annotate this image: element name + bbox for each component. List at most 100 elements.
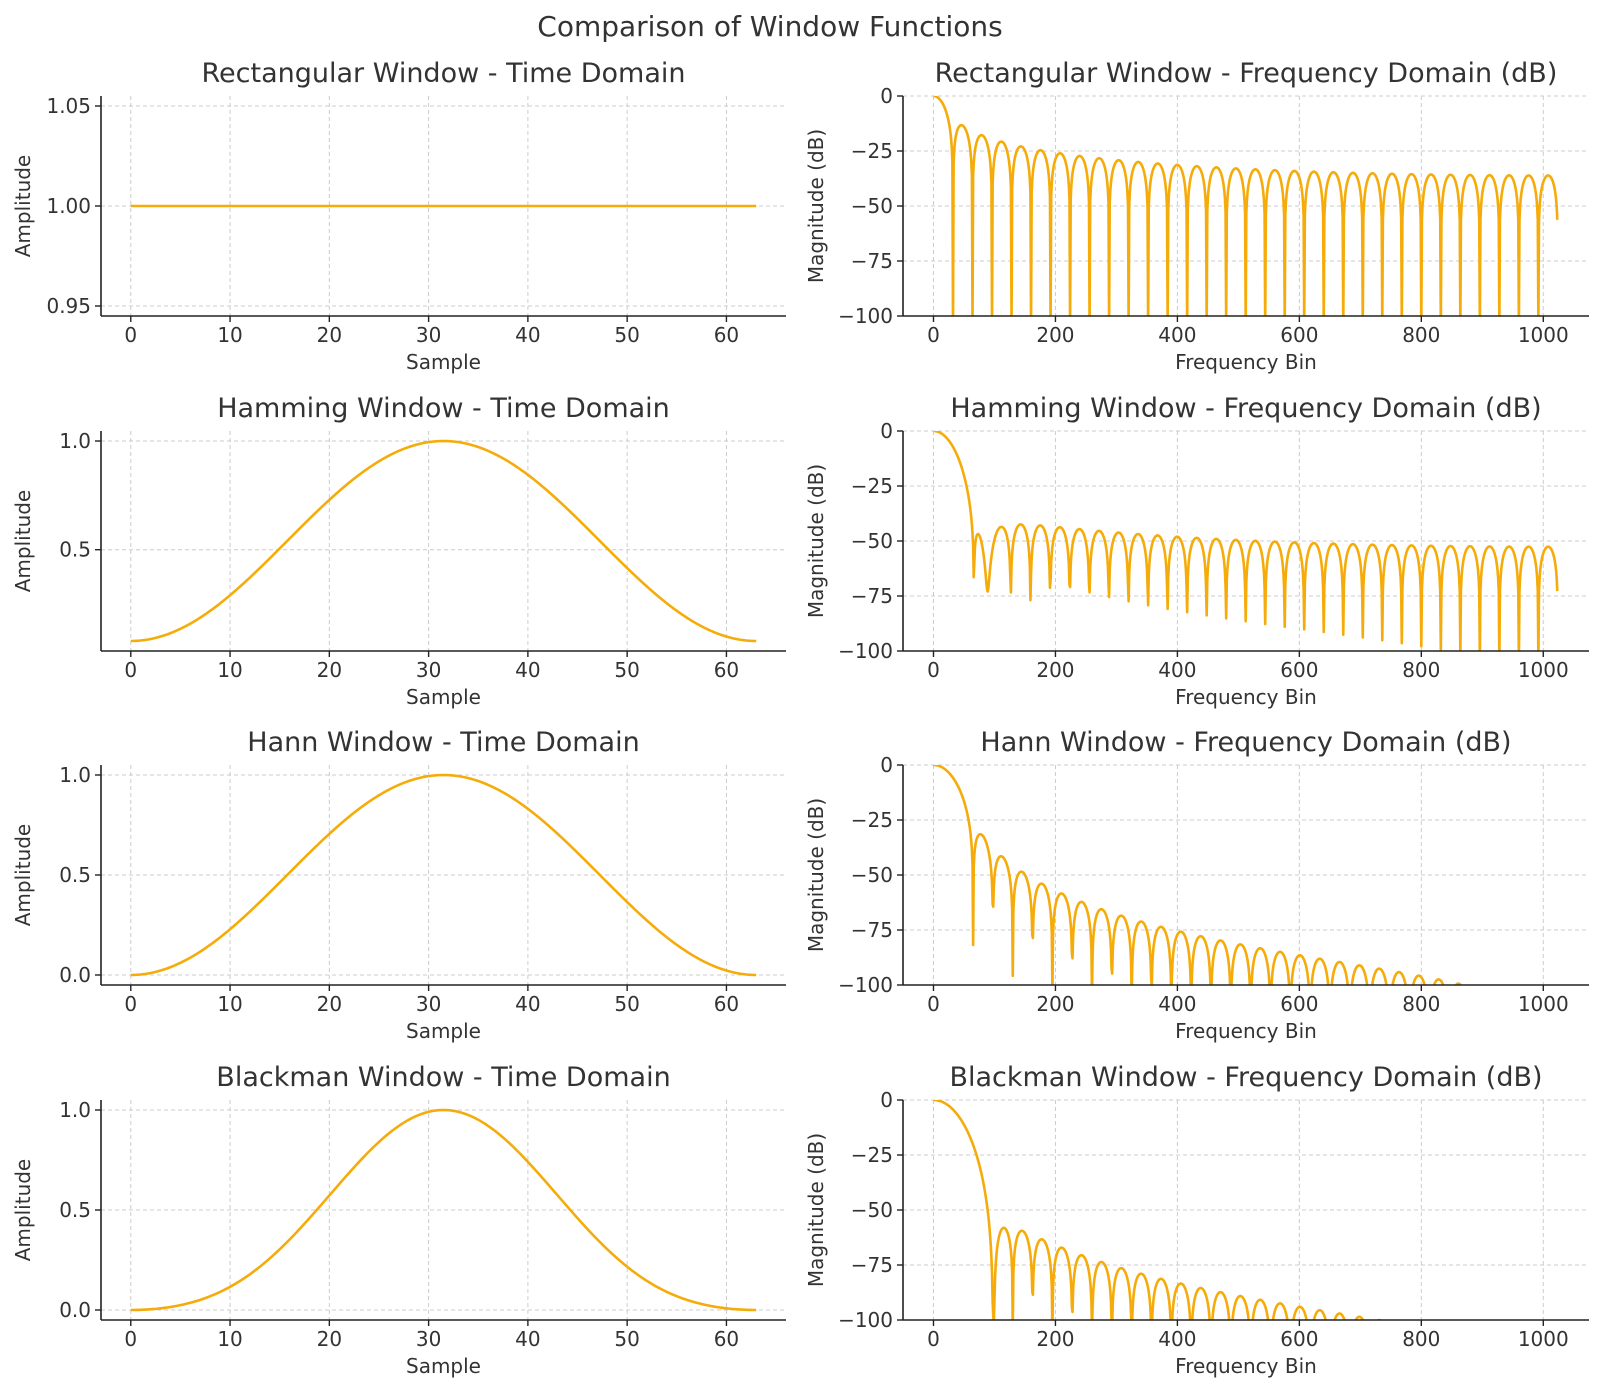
y-tick-label: −50: [851, 194, 893, 218]
x-tick-label: 600: [1280, 323, 1318, 347]
x-tick-label: 50: [614, 992, 639, 1016]
hamming-freq-series-line: [932, 431, 1559, 651]
x-tick-label: 30: [416, 992, 441, 1016]
x-tick-label: 0: [927, 992, 940, 1016]
x-tick-label: 20: [317, 992, 342, 1016]
hamming-time-ylabel: Amplitude: [11, 490, 35, 593]
x-tick-label: 10: [217, 658, 242, 682]
blackman-time-ylabel: Amplitude: [11, 1159, 35, 1262]
y-tick-label: −25: [851, 474, 893, 498]
x-tick-label: 60: [714, 992, 739, 1016]
hann-freq-chart: 0 200 400 600 800 1000 0 −25 −50 −75 −100 Hann Wind…: [804, 727, 1589, 1043]
x-tick-label: 800: [1402, 658, 1440, 682]
y-tick-label: 1.0: [59, 763, 91, 787]
x-tick-label: 0: [124, 658, 137, 682]
x-tick-label: 40: [515, 992, 540, 1016]
x-tick-label: 0: [927, 323, 940, 347]
y-tick-label: 0.95: [46, 294, 91, 318]
hann-time-chart: 0 10 20 30 40 50 60 0.0 0.5 1.0 Hann Window - Time…: [11, 727, 786, 1043]
y-tick-label: 1.00: [46, 194, 91, 218]
y-tick-label: 0.0: [59, 963, 91, 987]
y-tick-label: −50: [851, 1198, 893, 1222]
x-tick-label: 50: [614, 658, 639, 682]
x-tick-label: 0: [927, 1327, 940, 1351]
x-tick-label: 40: [515, 658, 540, 682]
y-tick-label: 0.5: [59, 538, 91, 562]
hamming-time-title: Hamming Window - Time Domain: [217, 393, 670, 424]
y-tick-label: 0.0: [59, 1298, 91, 1322]
hamming-time-xlabel: Sample: [406, 685, 481, 709]
y-tick-label: 1.0: [59, 1098, 91, 1122]
x-tick-label: 400: [1158, 323, 1196, 347]
figure-title: Comparison of Window Functions: [537, 10, 1002, 43]
x-tick-label: 200: [1036, 1327, 1074, 1351]
hamming-freq-xlabel: Frequency Bin: [1175, 685, 1317, 709]
x-tick-label: 10: [217, 323, 242, 347]
y-tick-label: −100: [838, 304, 893, 328]
x-tick-label: 400: [1158, 992, 1196, 1016]
y-tick-label: −100: [838, 973, 893, 997]
x-tick-label: 200: [1036, 992, 1074, 1016]
y-tick-label: −50: [851, 863, 893, 887]
x-tick-label: 400: [1158, 658, 1196, 682]
x-tick-label: 60: [714, 658, 739, 682]
y-tick-label: −100: [838, 1308, 893, 1332]
x-tick-label: 40: [515, 1327, 540, 1351]
rect-freq-chart: 0 200 400 600 800 1000 0 −25 −50 −75 −100 Rectangul…: [804, 58, 1589, 374]
hann-time-xlabel: Sample: [406, 1019, 481, 1043]
blackman-freq-ylabel: Magnitude (dB): [804, 1133, 828, 1287]
x-tick-label: 10: [217, 1327, 242, 1351]
x-tick-label: 20: [317, 658, 342, 682]
x-tick-label: 600: [1280, 992, 1318, 1016]
x-tick-label: 800: [1402, 1327, 1440, 1351]
hamming-freq-title: Hamming Window - Frequency Domain (dB): [950, 393, 1541, 424]
blackman-time-xlabel: Sample: [406, 1354, 481, 1378]
x-tick-label: 0: [124, 992, 137, 1016]
y-tick-label: −25: [851, 1143, 893, 1167]
hann-freq-title: Hann Window - Frequency Domain (dB): [980, 727, 1511, 758]
blackman-time-title: Blackman Window - Time Domain: [216, 1062, 670, 1093]
x-tick-label: 40: [515, 323, 540, 347]
x-tick-label: 50: [614, 1327, 639, 1351]
hann-time-series-line: [130, 773, 757, 977]
x-tick-label: 0: [124, 323, 137, 347]
y-tick-label: 0.5: [59, 1198, 91, 1222]
x-tick-label: 1000: [1518, 323, 1569, 347]
hann-time-ylabel: Amplitude: [11, 824, 35, 927]
x-tick-label: 200: [1036, 323, 1074, 347]
hamming-freq-chart: 0 200 400 600 800 1000 0 −25 −50 −75 −100 Hamming W…: [804, 393, 1589, 709]
rect-time-xlabel: Sample: [406, 350, 481, 374]
hann-freq-ylabel: Magnitude (dB): [804, 798, 828, 952]
blackman-freq-chart: 0 200 400 600 800 1000 0 −25 −50 −75 −100 Blackman …: [804, 1062, 1589, 1378]
y-tick-label: 1.05: [46, 94, 91, 118]
blackman-time-chart: 0 10 20 30 40 50 60 0.0 0.5 1.0 Blackman Window - …: [11, 1062, 786, 1378]
x-tick-label: 600: [1280, 1327, 1318, 1351]
y-tick-label: −75: [851, 249, 893, 273]
x-tick-label: 600: [1280, 658, 1318, 682]
x-tick-label: 10: [217, 992, 242, 1016]
x-tick-label: 20: [317, 1327, 342, 1351]
hann-freq-xlabel: Frequency Bin: [1175, 1019, 1317, 1043]
blackman-time-series-line: [130, 1108, 757, 1312]
x-tick-label: 30: [416, 658, 441, 682]
hamming-freq-ylabel: Magnitude (dB): [804, 464, 828, 618]
y-tick-label: −25: [851, 139, 893, 163]
y-tick-label: −50: [851, 529, 893, 553]
x-tick-label: 30: [416, 323, 441, 347]
y-tick-label: −75: [851, 584, 893, 608]
x-tick-label: 1000: [1518, 658, 1569, 682]
x-tick-label: 800: [1402, 992, 1440, 1016]
hamming-time-series-line: [130, 439, 757, 643]
x-tick-label: 50: [614, 323, 639, 347]
y-tick-label: 1.0: [59, 429, 91, 453]
x-tick-label: 0: [927, 658, 940, 682]
rect-freq-xlabel: Frequency Bin: [1175, 350, 1317, 374]
x-tick-label: 400: [1158, 1327, 1196, 1351]
rect-freq-ylabel: Magnitude (dB): [804, 129, 828, 283]
x-tick-label: 1000: [1518, 1327, 1569, 1351]
x-tick-label: 200: [1036, 658, 1074, 682]
hamming-time-chart: 0 10 20 30 40 50 60 0.5 1.0 Hamming Window - Time…: [11, 393, 786, 709]
y-tick-label: 0: [880, 1088, 893, 1112]
y-tick-label: 0: [880, 84, 893, 108]
